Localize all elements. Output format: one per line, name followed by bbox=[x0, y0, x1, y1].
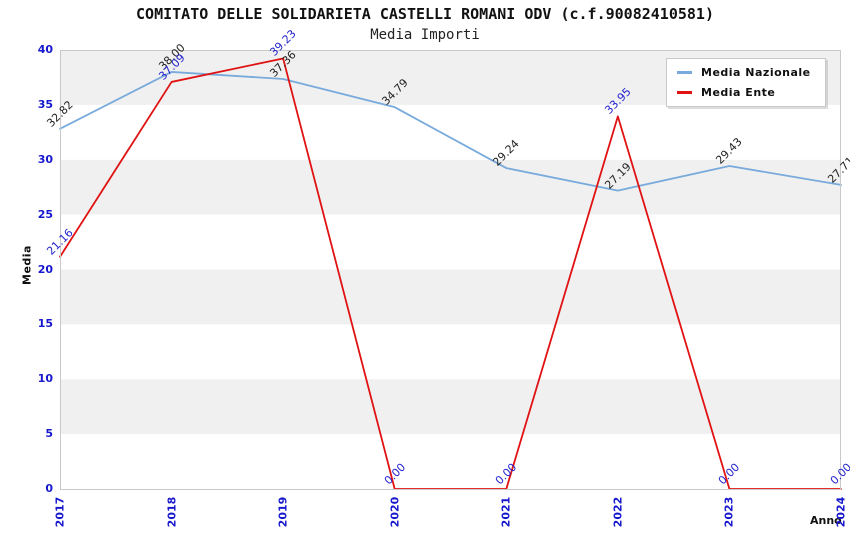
series-line-0 bbox=[59, 71, 842, 192]
grid-band bbox=[60, 269, 841, 325]
x-tick-label: 2023 bbox=[722, 496, 736, 528]
x-tick-label: 2020 bbox=[388, 496, 402, 528]
y-tick-label: 10 bbox=[37, 372, 53, 386]
x-tick-label: 2021 bbox=[499, 496, 513, 528]
y-tick-label: 30 bbox=[37, 152, 53, 166]
plot-border bbox=[60, 50, 841, 490]
y-tick-label: 35 bbox=[37, 97, 53, 111]
chart-title: COMITATO DELLE SOLIDARIETA CASTELLI ROMA… bbox=[136, 5, 714, 23]
legend-item-media-nazionale: Media Nazionale bbox=[677, 66, 811, 79]
y-tick-label: 25 bbox=[37, 207, 53, 221]
x-tick-label: 2017 bbox=[53, 496, 67, 528]
y-tick-label: 5 bbox=[45, 427, 53, 441]
x-tick-label: 2018 bbox=[165, 496, 179, 528]
legend-label-media-nazionale: Media Nazionale bbox=[701, 66, 811, 79]
grid-band bbox=[60, 159, 841, 215]
legend-item-media-ente: Media Ente bbox=[677, 86, 811, 99]
x-tick-label: 2022 bbox=[611, 496, 625, 528]
x-tick-label: 2019 bbox=[276, 496, 290, 528]
grid-band bbox=[60, 379, 841, 435]
x-axis-title: Anno bbox=[810, 514, 842, 527]
grid-band bbox=[60, 214, 841, 270]
y-tick-label: 20 bbox=[37, 262, 53, 276]
grid-band bbox=[60, 434, 841, 489]
legend-label-media-ente: Media Ente bbox=[701, 86, 776, 99]
y-tick-label: 40 bbox=[37, 43, 53, 56]
y-tick-label: 15 bbox=[37, 317, 53, 331]
y-tick-label: 0 bbox=[45, 482, 53, 495]
legend: Media Nazionale Media Ente bbox=[666, 58, 826, 107]
x-tick-label: 2024 bbox=[834, 496, 848, 528]
grid-band bbox=[60, 324, 841, 380]
nazionale-line-swatch-icon bbox=[677, 71, 692, 74]
chart-subtitle: Media Importi bbox=[370, 27, 480, 43]
grid-band bbox=[60, 104, 841, 160]
ente-line-swatch-icon bbox=[677, 91, 692, 94]
